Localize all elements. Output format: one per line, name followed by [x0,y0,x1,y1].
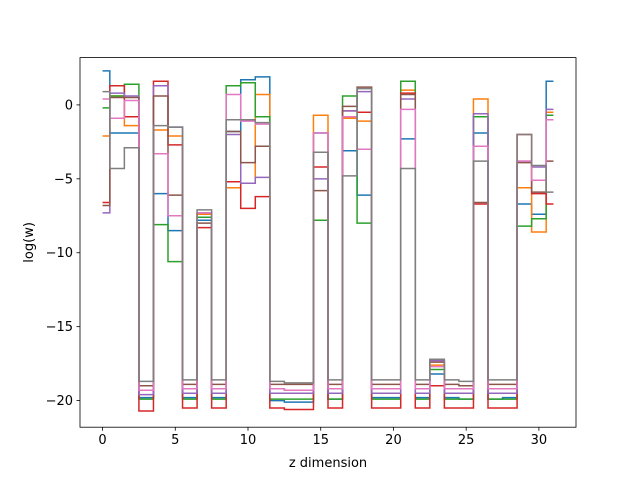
y-axis: 0 −5 −10 −15 −20 [46,98,80,409]
x-tick-label: 25 [458,433,475,448]
x-tick-label: 20 [385,433,402,448]
x-axis: 0 5 10 15 20 25 30 [98,427,547,448]
x-tick-label: 5 [171,433,179,448]
x-tick-label: 15 [312,433,329,448]
x-axis-label: z dimension [289,456,367,471]
y-axis-label: log(w) [22,222,37,263]
series-line-7 [102,87,554,384]
y-tick-label: 0 [65,98,73,113]
x-tick-label: 10 [240,433,257,448]
y-tick-label: −15 [46,320,73,335]
x-tick-label: 0 [98,433,106,448]
series-layer [102,70,554,412]
series-line-6 [102,93,554,391]
y-tick-label: −10 [46,246,73,261]
plot-frame [79,57,577,428]
y-tick-label: −5 [54,172,73,187]
x-tick-label: 30 [531,433,548,448]
y-tick-label: −20 [46,394,73,409]
